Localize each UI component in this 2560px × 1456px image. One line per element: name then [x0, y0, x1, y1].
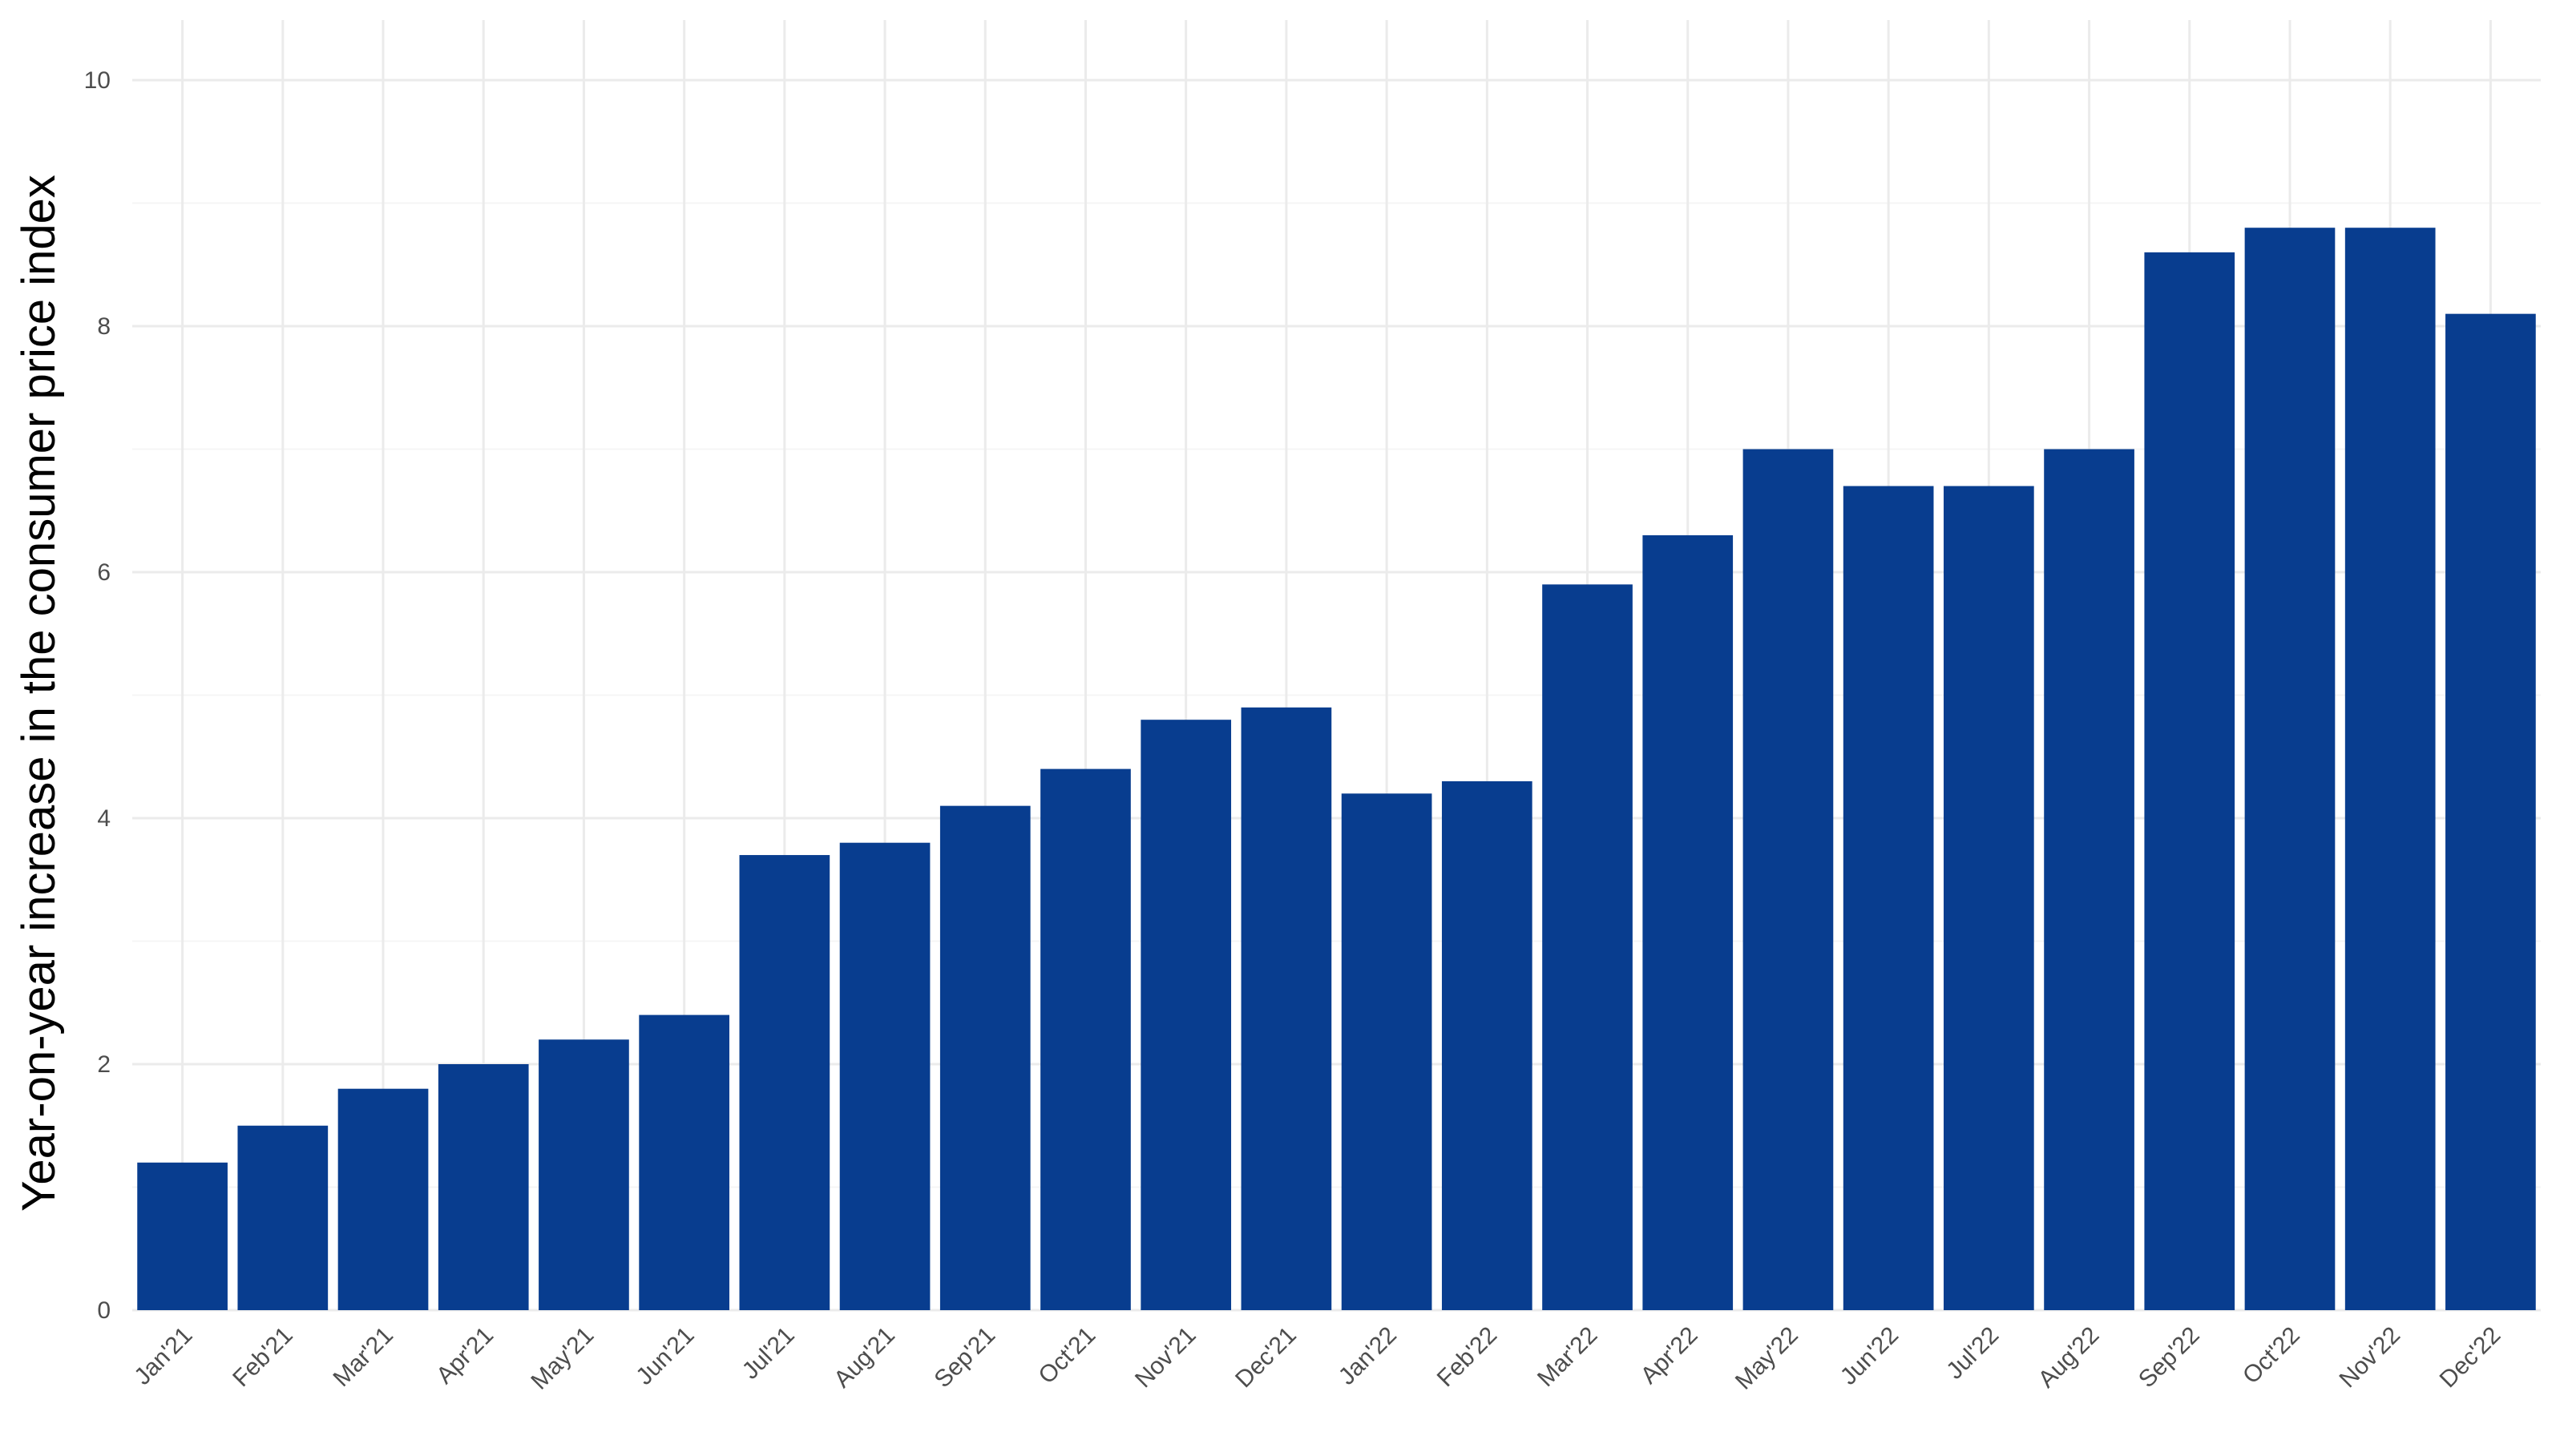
bar [2144, 252, 2235, 1310]
x-tick-label: May'21 [526, 1322, 599, 1395]
bar [438, 1064, 529, 1310]
bar [739, 855, 830, 1310]
bar [137, 1162, 228, 1310]
x-tick-label: Jan'21 [129, 1322, 197, 1390]
x-tick-label: Jun'22 [1835, 1322, 1904, 1390]
bar [1341, 793, 1432, 1310]
x-tick-label: Jul'21 [737, 1322, 800, 1385]
x-tick-label: Oct'21 [1033, 1322, 1100, 1389]
x-axis-ticks: Jan'21 Feb'21 Mar'21 Apr'21 May'21 Jun'21 Jul'… [129, 1322, 2505, 1395]
bar [1642, 534, 1734, 1310]
bar [1843, 486, 1934, 1310]
bar [1542, 584, 1633, 1310]
bar [1040, 768, 1131, 1310]
bar [337, 1088, 429, 1310]
bar [1141, 720, 1232, 1310]
y-tick-label: 4 [97, 805, 111, 832]
x-tick-label: Feb'21 [228, 1322, 298, 1393]
x-tick-label: Aug'22 [2033, 1322, 2105, 1393]
x-tick-label: Dec'21 [1230, 1322, 1302, 1393]
y-tick-label: 6 [97, 559, 111, 586]
y-tick-label: 0 [97, 1297, 111, 1324]
bar [639, 1014, 729, 1310]
x-tick-label: Sep'21 [929, 1322, 1000, 1393]
bar [2244, 228, 2336, 1311]
y-axis-ticks: 0 2 4 6 8 10 [84, 67, 111, 1324]
y-tick-label: 2 [97, 1051, 111, 1078]
x-tick-label: Apr'22 [1636, 1322, 1703, 1389]
bar [839, 842, 931, 1310]
x-tick-label: Jun'21 [631, 1322, 699, 1390]
bar [1241, 707, 1332, 1310]
bar [2044, 449, 2134, 1310]
y-axis-title: Year-on-year increase in the consumer pr… [13, 175, 65, 1212]
bar [1441, 780, 1532, 1310]
x-tick-label: Nov'21 [1130, 1322, 1201, 1393]
x-tick-label: Jan'22 [1334, 1322, 1402, 1390]
bar [2344, 228, 2436, 1311]
x-tick-label: Oct'22 [2238, 1322, 2305, 1389]
x-tick-label: Dec'22 [2435, 1322, 2506, 1393]
bar [539, 1039, 629, 1310]
y-tick-label: 8 [97, 313, 111, 340]
x-tick-label: Sep'22 [2134, 1322, 2205, 1393]
bar [1944, 486, 2034, 1310]
bar [2445, 313, 2536, 1310]
bars [137, 228, 2536, 1311]
x-tick-label: Feb'22 [1432, 1322, 1503, 1393]
y-tick-label: 10 [84, 67, 111, 94]
x-tick-label: Mar'21 [328, 1322, 398, 1393]
bar [1742, 449, 1834, 1310]
bar [237, 1125, 329, 1310]
bar [939, 805, 1031, 1310]
x-tick-label: Nov'22 [2334, 1322, 2405, 1393]
x-tick-label: Aug'21 [829, 1322, 900, 1393]
x-tick-label: May'22 [1730, 1322, 1803, 1395]
x-tick-label: Jul'22 [1941, 1322, 2004, 1385]
x-tick-label: Apr'21 [431, 1322, 499, 1389]
x-tick-label: Mar'22 [1532, 1322, 1603, 1393]
